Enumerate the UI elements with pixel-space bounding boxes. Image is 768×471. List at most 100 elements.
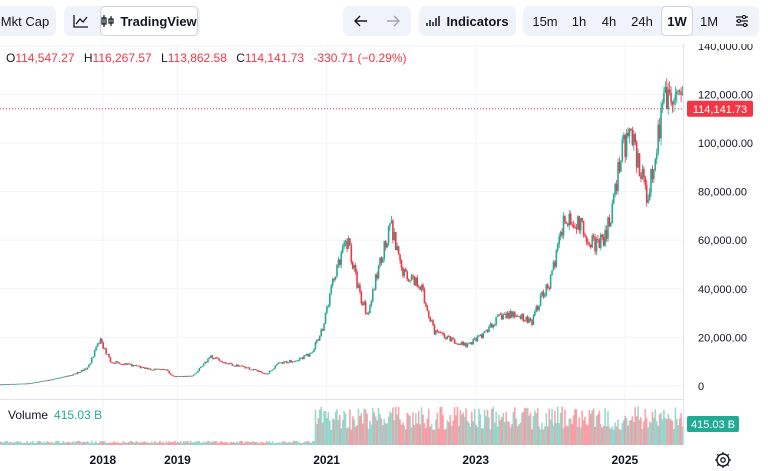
volume-bar	[174, 440, 176, 445]
volume-bar	[519, 422, 522, 445]
volume-bar	[661, 419, 664, 445]
candle-body	[334, 276, 337, 280]
candle-body	[145, 367, 148, 369]
volume-bar	[135, 441, 138, 445]
back-button[interactable]	[345, 6, 377, 36]
candle-body	[558, 236, 561, 244]
x-tick-label: 2023	[462, 453, 489, 467]
volume-bar	[648, 421, 651, 445]
candle-body	[524, 320, 526, 322]
price-chart[interactable]: 0 20,000.00 40,000.00 60,000.00 80,000.00 100…	[0, 44, 768, 471]
volume-bar	[413, 425, 416, 445]
volume-bar	[655, 421, 658, 445]
candle-body	[37, 381, 40, 383]
candle-body	[483, 330, 486, 333]
close-value: 114,141.73	[244, 51, 305, 65]
volume-bar	[0, 441, 1, 445]
candle-body	[396, 246, 398, 250]
forward-button[interactable]	[377, 6, 409, 36]
volume-bar	[370, 424, 373, 445]
volume-bar	[437, 428, 440, 445]
volume-bar	[111, 443, 113, 445]
volume-bar	[509, 427, 512, 445]
volume-bar	[425, 428, 427, 445]
tradingview-button[interactable]: TradingView	[100, 6, 198, 36]
volume-bar	[207, 440, 209, 445]
x-axis: 2018 2019 2021 2023 2025	[90, 453, 639, 467]
candle-body	[324, 312, 327, 324]
candle-body	[184, 375, 186, 377]
candle-body	[156, 368, 159, 370]
timeframe-15m-button[interactable]: 15m	[527, 6, 563, 36]
volume-bar	[539, 429, 542, 445]
line-chart-button[interactable]	[66, 6, 96, 36]
candle-body	[575, 226, 578, 230]
timeframe-1h-button[interactable]: 1h	[565, 6, 593, 36]
candle-body	[59, 377, 62, 379]
candle-body	[503, 313, 506, 315]
candle-body	[85, 368, 87, 370]
candle-body	[95, 347, 97, 351]
volume-bar	[676, 418, 678, 445]
candle-body	[680, 91, 682, 95]
volume-bar	[47, 441, 50, 445]
volume-bar	[632, 421, 635, 445]
volume-bar	[36, 441, 39, 445]
candle-body	[372, 289, 374, 301]
candle-body	[294, 360, 297, 362]
candle-body	[92, 356, 95, 358]
candle-body	[445, 338, 447, 340]
volume-bar	[301, 443, 304, 445]
candle-body	[168, 370, 171, 374]
candle-body	[450, 337, 453, 342]
candle-body	[403, 268, 406, 276]
timeframe-1h-label: 1h	[571, 13, 587, 29]
candle-body	[164, 369, 166, 371]
timeframe-24h-button[interactable]: 24h	[625, 6, 659, 36]
volume-bar	[403, 425, 406, 445]
candle-body	[287, 362, 290, 364]
candle-body	[528, 318, 530, 323]
candle-body	[394, 232, 397, 250]
mkt-cap-button[interactable]: Mkt Cap	[0, 6, 56, 36]
volume-bar	[202, 441, 205, 445]
candle-body	[369, 305, 371, 314]
candle-body	[65, 376, 67, 378]
candle-body	[27, 383, 30, 385]
candle-body	[349, 238, 351, 246]
volume-bar	[197, 440, 199, 445]
candle-body	[595, 239, 598, 252]
candle-body	[435, 330, 437, 335]
candle-body	[271, 369, 274, 371]
candle-body	[350, 245, 353, 263]
candle-body	[485, 330, 487, 332]
volume-value: 415.03 B	[54, 408, 103, 422]
settings-button[interactable]	[727, 6, 757, 36]
candle-body	[227, 363, 229, 365]
candle-body	[582, 220, 585, 235]
candle-body	[432, 320, 434, 326]
candle-body	[208, 357, 211, 359]
candle-body	[377, 265, 380, 279]
candle-body	[255, 369, 258, 371]
volume-bar	[660, 412, 662, 445]
timeframe-1m-button[interactable]: 1M	[695, 6, 723, 36]
volume-bar	[106, 442, 109, 445]
candle-body	[605, 230, 608, 239]
volume-bar	[409, 415, 411, 445]
gear-icon[interactable]	[714, 451, 732, 469]
volume-bar	[257, 443, 259, 445]
volume-bar	[326, 417, 328, 445]
timeframe-4h-button[interactable]: 4h	[595, 6, 623, 36]
timeframe-1w-button[interactable]: 1W	[661, 6, 693, 36]
volume-bar	[498, 414, 500, 445]
volume-bar	[222, 442, 225, 445]
candle-body	[665, 86, 668, 110]
indicators-button[interactable]: Indicators	[419, 6, 516, 36]
volume-bar	[49, 442, 51, 445]
volume-bar	[247, 441, 249, 445]
candle-body	[232, 365, 235, 367]
candle-body	[209, 355, 212, 358]
candle-body	[460, 341, 463, 345]
volume-bar	[6, 440, 8, 445]
